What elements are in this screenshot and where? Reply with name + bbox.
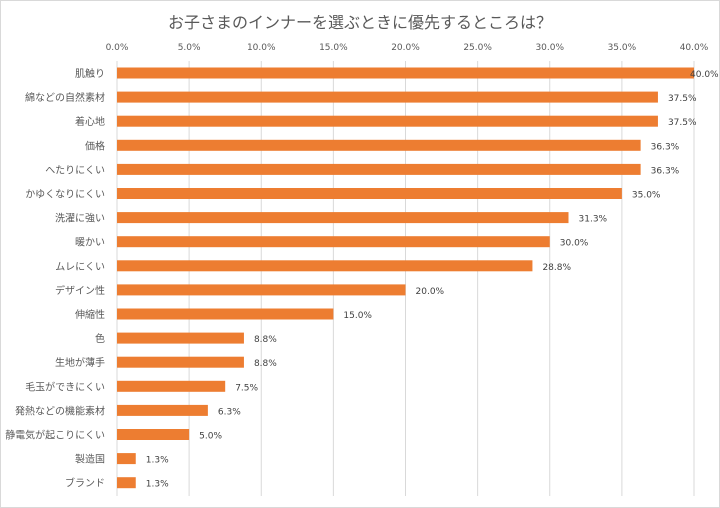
bar bbox=[117, 188, 622, 199]
category-label: へたりにくい bbox=[45, 164, 105, 176]
chart-title: お子さまのインナーを選ぶときに優先するところは？ bbox=[167, 13, 552, 32]
x-tick-label: 30.0% bbox=[535, 43, 564, 53]
data-label: 5.0% bbox=[199, 432, 222, 442]
bar bbox=[117, 260, 533, 272]
bar bbox=[117, 380, 226, 392]
x-tick-label: 35.0% bbox=[608, 43, 637, 53]
bar bbox=[117, 308, 334, 320]
category-label: ムレにくい bbox=[55, 261, 105, 273]
category-label: かゆくなりにくい bbox=[25, 189, 105, 201]
data-label: 6.3% bbox=[218, 407, 241, 417]
data-label: 31.3% bbox=[579, 215, 608, 225]
x-tick-label: 0.0% bbox=[106, 43, 129, 53]
category-label: 静電気が起こりにくい bbox=[5, 429, 105, 442]
x-tick-label: 25.0% bbox=[463, 43, 492, 53]
bar bbox=[117, 477, 136, 489]
bar bbox=[117, 236, 550, 248]
category-label: 暖かい bbox=[75, 236, 105, 249]
data-label: 8.8% bbox=[254, 335, 277, 345]
data-label: 36.3% bbox=[651, 166, 680, 176]
category-label: 伸縮性 bbox=[75, 308, 105, 321]
bar bbox=[117, 404, 208, 416]
data-label: 40.0% bbox=[690, 70, 719, 80]
x-tick-label: 15.0% bbox=[319, 43, 348, 53]
bar bbox=[117, 139, 641, 151]
data-label: 1.3% bbox=[146, 456, 169, 466]
data-label: 15.0% bbox=[343, 311, 372, 321]
category-label: 価格 bbox=[85, 139, 105, 152]
data-label: 20.0% bbox=[416, 287, 445, 297]
category-label: 肌触り bbox=[75, 67, 105, 80]
data-label: 30.0% bbox=[560, 239, 589, 249]
category-label: デザイン性 bbox=[55, 284, 105, 297]
data-label: 7.5% bbox=[235, 383, 258, 393]
category-label: 生地が薄手 bbox=[55, 356, 105, 369]
data-label: 1.3% bbox=[146, 480, 169, 490]
category-label: 色 bbox=[95, 332, 105, 345]
bar bbox=[117, 453, 136, 465]
category-label: 洗濯に強い bbox=[55, 212, 105, 225]
bar bbox=[117, 332, 244, 344]
x-tick-label: 40.0% bbox=[680, 43, 709, 53]
bar bbox=[117, 115, 658, 127]
category-label: 着心地 bbox=[75, 115, 105, 128]
category-label: 製造国 bbox=[75, 453, 105, 466]
bar bbox=[117, 67, 694, 79]
bar bbox=[117, 91, 658, 103]
bar bbox=[117, 356, 244, 368]
data-label: 8.8% bbox=[254, 359, 277, 369]
bar bbox=[117, 284, 406, 296]
bar bbox=[117, 429, 190, 440]
category-label: 毛玉ができにくい bbox=[25, 380, 105, 393]
category-label: ブランド bbox=[65, 477, 105, 490]
x-tick-label: 20.0% bbox=[391, 43, 420, 53]
x-tick-label: 10.0% bbox=[247, 43, 276, 53]
data-label: 35.0% bbox=[632, 191, 661, 201]
category-label: 綿などの自然素材 bbox=[25, 91, 105, 104]
bar bbox=[117, 212, 569, 224]
data-label: 37.5% bbox=[668, 118, 697, 128]
data-label: 36.3% bbox=[651, 142, 680, 152]
data-label: 37.5% bbox=[668, 94, 697, 104]
data-label: 28.8% bbox=[542, 263, 571, 273]
x-tick-label: 5.0% bbox=[178, 43, 201, 53]
category-label: 発熱などの機能素材 bbox=[15, 404, 105, 417]
bar bbox=[117, 163, 641, 175]
